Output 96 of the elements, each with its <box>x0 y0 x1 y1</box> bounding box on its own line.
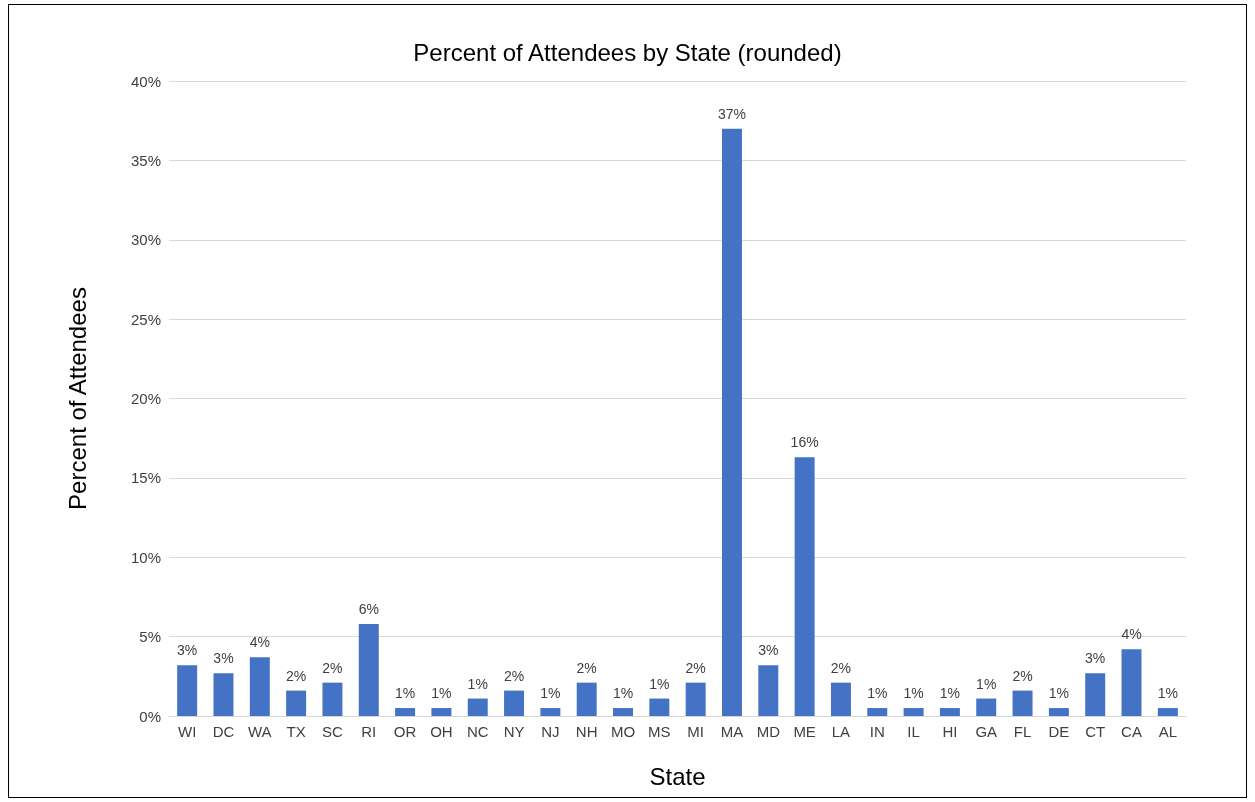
y-tick-label: 10% <box>130 548 161 566</box>
data-label: 1% <box>939 685 961 702</box>
x-tick-label: SC <box>322 723 344 740</box>
x-tick-label: CA <box>1121 723 1142 740</box>
bar <box>467 698 488 716</box>
x-tick-label: RI <box>361 723 377 740</box>
bar <box>213 673 234 716</box>
y-tick-label: 35% <box>130 151 161 169</box>
x-tick-label: OR <box>393 723 417 740</box>
bar <box>649 698 670 716</box>
bar <box>830 682 851 716</box>
x-tick-label: MO <box>610 723 636 740</box>
x-tick-label: NC <box>466 723 489 740</box>
bar <box>1085 673 1106 716</box>
y-tick-label: 0% <box>139 707 161 725</box>
chart-title: Percent of Attendees by State (rounded) <box>413 38 842 66</box>
data-label: 1% <box>540 685 561 702</box>
x-tick-label: CT <box>1085 723 1106 740</box>
bar <box>540 708 561 716</box>
bar <box>358 623 379 716</box>
y-tick-label: 25% <box>130 310 161 328</box>
bar <box>867 708 888 716</box>
x-tick-label: HI <box>942 723 958 740</box>
y-tick-label: 5% <box>139 628 161 646</box>
y-axis-title: Percent of Attendees <box>63 287 91 510</box>
data-label: 2% <box>576 659 597 676</box>
data-label: 1% <box>612 685 634 702</box>
x-tick-label: ME <box>793 723 816 740</box>
x-tick-label: MA <box>720 723 744 740</box>
bar <box>721 128 742 716</box>
x-axis-title: State <box>649 762 706 790</box>
x-tick-label: NJ <box>541 723 560 740</box>
bar <box>976 698 997 716</box>
data-label: 1% <box>649 675 670 692</box>
data-label: 6% <box>358 600 379 617</box>
y-tick-label: 40% <box>130 72 161 90</box>
bar <box>1157 708 1178 716</box>
data-label: 4% <box>1121 626 1142 643</box>
y-tick-label: 20% <box>130 390 161 407</box>
data-label: 1% <box>394 685 416 702</box>
bar <box>1048 708 1069 716</box>
x-tick-label: AL <box>1158 723 1178 740</box>
data-label: 2% <box>503 667 525 684</box>
bar <box>249 657 270 716</box>
x-tick-label: WA <box>248 723 272 740</box>
bar <box>504 690 525 716</box>
bar <box>395 708 416 716</box>
x-tick-label: IL <box>907 723 920 740</box>
data-label: 2% <box>830 659 852 676</box>
x-tick-label: MS <box>648 723 671 740</box>
data-label: 1% <box>1157 685 1178 702</box>
y-tick-label: 30% <box>130 231 161 249</box>
x-tick-label: LA <box>831 723 851 740</box>
bar <box>431 708 452 716</box>
data-label: 3% <box>758 642 779 659</box>
x-tick-label: NH <box>575 723 598 740</box>
bar <box>576 682 597 716</box>
data-label: 37% <box>717 105 746 122</box>
data-label: 2% <box>286 667 307 684</box>
data-label: 16% <box>790 434 819 451</box>
data-label: 3% <box>1085 650 1106 667</box>
data-label: 1% <box>867 685 888 702</box>
bar <box>903 708 924 716</box>
data-label: 4% <box>249 634 270 651</box>
data-label: 3% <box>177 642 198 659</box>
bar <box>613 708 634 716</box>
data-label: 2% <box>1012 667 1033 684</box>
bar <box>1121 649 1142 716</box>
x-tick-label: MI <box>687 723 704 740</box>
x-tick-label: OH <box>430 723 453 740</box>
y-tick-label: 15% <box>130 469 161 487</box>
bar <box>286 690 307 716</box>
x-tick-label: MD <box>756 723 781 740</box>
bar <box>758 665 779 716</box>
x-tick-label: WI <box>178 723 197 740</box>
x-tick-label: DC <box>212 723 235 740</box>
data-label: 2% <box>685 659 706 676</box>
x-tick-label: NY <box>503 723 525 740</box>
bar <box>1012 690 1033 716</box>
x-tick-label: IN <box>869 723 885 740</box>
bar <box>685 682 706 716</box>
x-tick-label: TX <box>286 723 306 740</box>
data-label: 1% <box>903 685 924 702</box>
data-label: 1% <box>976 675 997 692</box>
data-label: 1% <box>1048 685 1069 702</box>
data-label: 2% <box>322 659 343 676</box>
data-label: 1% <box>467 675 488 692</box>
x-tick-label: DE <box>1048 723 1070 740</box>
bar <box>322 682 343 716</box>
data-label: 1% <box>431 685 452 702</box>
x-tick-label: GA <box>975 723 998 740</box>
bar <box>177 665 198 716</box>
bar <box>794 457 815 716</box>
bar <box>939 708 960 716</box>
x-tick-label: FL <box>1013 723 1032 740</box>
data-label: 3% <box>213 650 234 667</box>
